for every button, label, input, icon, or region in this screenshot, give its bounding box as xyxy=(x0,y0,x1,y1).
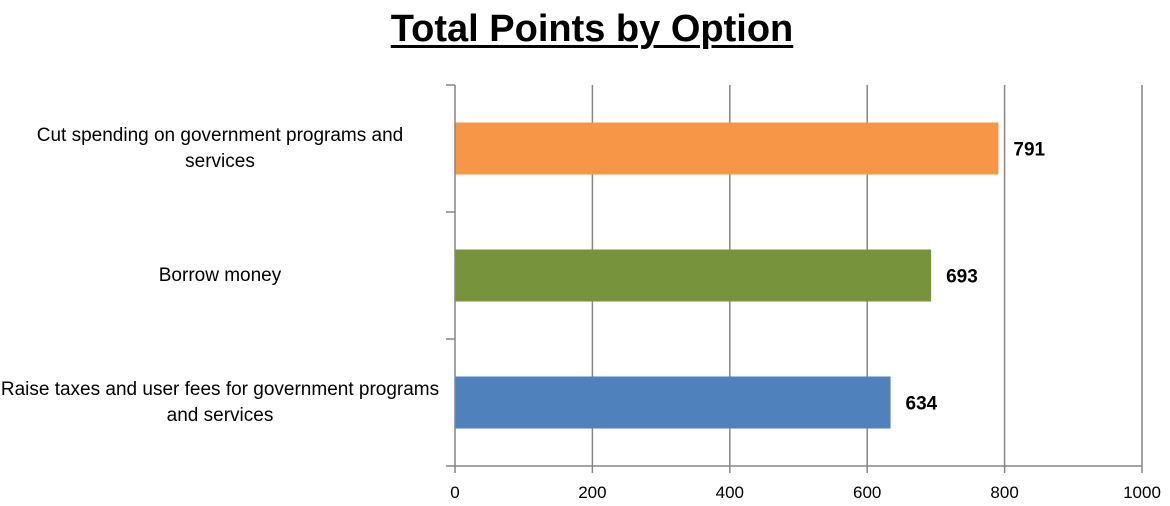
data-label: 693 xyxy=(946,267,978,288)
bar xyxy=(455,376,891,429)
x-tick-label: 1000 xyxy=(1123,483,1161,502)
category-label: Cut spending on government programs and … xyxy=(36,124,404,172)
bar xyxy=(455,122,999,175)
x-tick-label: 600 xyxy=(853,483,881,502)
category-label: Borrow money xyxy=(158,264,282,286)
x-tick-label: 800 xyxy=(990,483,1018,502)
x-tick-label: 0 xyxy=(450,483,459,502)
data-label: 634 xyxy=(906,394,938,415)
category-label: Raise taxes and user fees for government… xyxy=(0,378,440,426)
bar xyxy=(455,249,932,302)
chart-title: Total Points by Option xyxy=(390,8,794,50)
data-label: 791 xyxy=(1013,140,1045,161)
x-tick-label: 200 xyxy=(578,483,606,502)
x-tick-label: 400 xyxy=(716,483,744,502)
